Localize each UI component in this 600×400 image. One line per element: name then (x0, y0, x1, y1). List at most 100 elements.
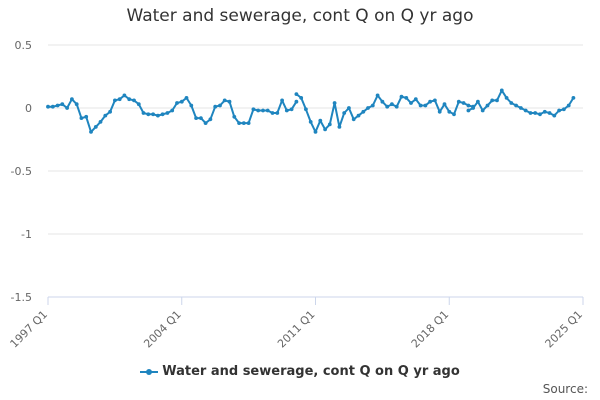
data-point[interactable] (390, 102, 394, 107)
data-point[interactable] (299, 96, 304, 100)
data-point[interactable] (237, 121, 242, 125)
data-point[interactable] (165, 111, 170, 115)
data-point[interactable] (413, 97, 418, 102)
data-point[interactable] (418, 103, 423, 108)
data-point[interactable] (480, 108, 485, 113)
data-point[interactable] (552, 113, 557, 118)
data-point[interactable] (199, 116, 203, 120)
data-point[interactable] (265, 108, 270, 113)
data-point[interactable] (323, 127, 327, 132)
data-point[interactable] (227, 99, 232, 104)
data-point[interactable] (89, 130, 93, 134)
data-point[interactable] (175, 101, 179, 105)
data-point[interactable] (461, 101, 466, 105)
data-point[interactable] (251, 107, 256, 112)
data-point[interactable] (65, 106, 69, 110)
data-point[interactable] (342, 111, 347, 115)
data-point[interactable] (313, 130, 318, 134)
data-point[interactable] (203, 121, 208, 125)
data-point[interactable] (327, 122, 332, 127)
data-point[interactable] (409, 101, 413, 105)
data-point[interactable] (170, 108, 175, 113)
data-point[interactable] (241, 121, 246, 125)
data-point[interactable] (261, 108, 265, 113)
data-point[interactable] (533, 111, 538, 115)
data-point[interactable] (404, 96, 409, 100)
data-point[interactable] (213, 104, 218, 109)
data-point[interactable] (428, 99, 432, 104)
data-point[interactable] (146, 112, 151, 117)
data-point[interactable] (98, 120, 103, 124)
data-point[interactable] (232, 114, 237, 119)
data-point[interactable] (136, 102, 141, 107)
data-point[interactable] (485, 103, 490, 108)
data-point[interactable] (332, 101, 337, 105)
data-point[interactable] (294, 99, 299, 104)
data-point[interactable] (442, 102, 447, 107)
data-point[interactable] (132, 98, 136, 103)
data-point[interactable] (495, 98, 499, 103)
legend[interactable]: Water and sewerage, cont Q on Q yr ago (0, 364, 600, 379)
data-point[interactable] (447, 109, 452, 114)
data-point[interactable] (542, 109, 547, 114)
data-point[interactable] (476, 99, 480, 104)
data-point[interactable] (370, 103, 375, 108)
data-point[interactable] (466, 108, 471, 113)
data-point[interactable] (318, 118, 323, 123)
data-point[interactable] (127, 97, 132, 102)
data-point[interactable] (399, 94, 404, 99)
data-point[interactable] (571, 96, 576, 100)
data-point[interactable] (256, 108, 261, 113)
data-point[interactable] (108, 109, 112, 114)
data-point[interactable] (70, 97, 74, 102)
data-point[interactable] (194, 116, 199, 120)
data-point[interactable] (246, 121, 251, 125)
data-point[interactable] (394, 104, 399, 109)
data-point[interactable] (60, 102, 65, 107)
data-point[interactable] (160, 112, 165, 117)
data-point[interactable] (79, 116, 84, 120)
data-point[interactable] (423, 103, 428, 108)
data-point[interactable] (284, 108, 289, 113)
data-point[interactable] (84, 114, 89, 119)
data-point[interactable] (275, 111, 280, 115)
data-point[interactable] (189, 103, 194, 108)
data-point[interactable] (347, 106, 351, 110)
data-point[interactable] (55, 103, 60, 108)
data-point[interactable] (380, 99, 385, 104)
data-point[interactable] (304, 107, 308, 112)
data-point[interactable] (490, 98, 495, 103)
data-point[interactable] (218, 103, 222, 108)
data-point[interactable] (504, 96, 509, 100)
data-point[interactable] (456, 99, 461, 104)
data-point[interactable] (208, 117, 213, 122)
data-point[interactable] (113, 98, 117, 103)
data-point[interactable] (547, 111, 552, 115)
data-point[interactable] (280, 98, 284, 103)
data-point[interactable] (74, 102, 79, 107)
data-point[interactable] (308, 120, 313, 124)
data-point[interactable] (366, 106, 370, 110)
data-point[interactable] (528, 111, 533, 115)
data-point[interactable] (103, 113, 108, 118)
data-point[interactable] (93, 125, 98, 129)
data-point[interactable] (437, 109, 442, 114)
data-point[interactable] (337, 125, 342, 129)
data-point[interactable] (471, 106, 475, 110)
data-point[interactable] (433, 98, 437, 103)
data-point[interactable] (356, 113, 361, 118)
data-point[interactable] (222, 98, 227, 103)
data-point[interactable] (452, 112, 456, 117)
data-point[interactable] (50, 104, 55, 109)
data-point[interactable] (141, 111, 146, 115)
data-point[interactable] (557, 108, 561, 113)
data-point[interactable] (519, 106, 523, 110)
data-point[interactable] (375, 93, 380, 98)
data-point[interactable] (566, 103, 571, 108)
data-point[interactable] (385, 104, 390, 109)
data-point[interactable] (151, 112, 156, 117)
data-point[interactable] (179, 99, 184, 104)
data-point[interactable] (122, 93, 127, 98)
data-point[interactable] (509, 101, 514, 105)
data-point[interactable] (351, 117, 356, 122)
